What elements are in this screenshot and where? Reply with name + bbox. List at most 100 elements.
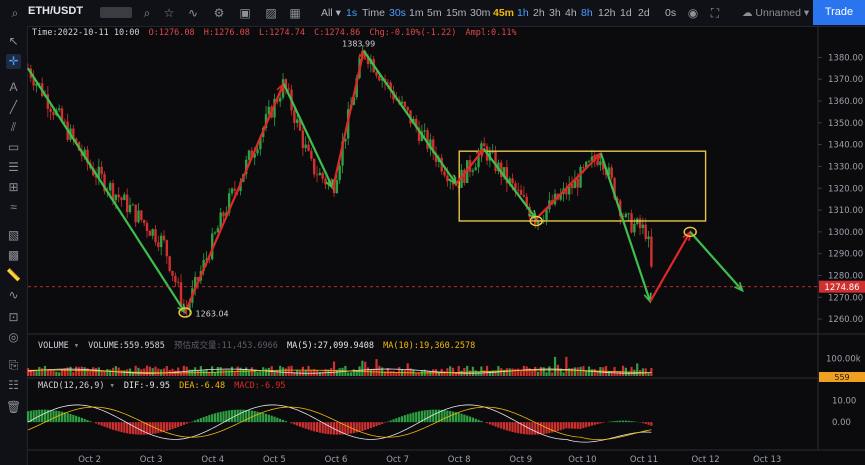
macd-bar xyxy=(426,410,429,423)
cursor-icon[interactable]: ↖ xyxy=(8,34,19,48)
search-icon[interactable]: ⌕ xyxy=(11,6,19,20)
candle xyxy=(267,106,271,115)
interval-45m[interactable]: 45m xyxy=(493,7,515,19)
trash-icon[interactable]: 🗑 xyxy=(6,400,22,414)
interval-1d[interactable]: 1d xyxy=(620,7,632,19)
macd-bar xyxy=(94,422,98,424)
interval-1s[interactable]: 1s xyxy=(346,7,358,19)
info-open: O:1276.08 xyxy=(148,28,195,38)
volume-bar xyxy=(454,372,457,376)
layout-name[interactable]: ☁ Unnamed ▾ xyxy=(742,7,810,19)
star-icon[interactable]: ☆ xyxy=(163,6,175,20)
fib-icon[interactable]: ☰ xyxy=(8,160,19,174)
interval-8h[interactable]: 8h xyxy=(581,7,593,19)
candle xyxy=(423,130,426,132)
interval-30m[interactable]: 30m xyxy=(470,7,491,19)
trade-button[interactable]: Trade xyxy=(813,0,865,25)
volume-bar xyxy=(534,366,537,376)
brush-icon[interactable]: ∿ xyxy=(8,288,19,302)
fullscreen-icon[interactable]: ⛶ xyxy=(710,6,720,20)
macd-bar xyxy=(236,409,239,423)
lock-icon[interactable]: ⊡ xyxy=(8,310,19,324)
volume-bar xyxy=(451,367,455,376)
candle xyxy=(511,178,514,184)
pattern-icon[interactable]: ⊞ xyxy=(8,180,19,194)
volume-bar xyxy=(100,371,103,376)
pattern-brush-icon[interactable]: ▩ xyxy=(7,248,20,262)
macd-bar xyxy=(437,409,440,423)
candle xyxy=(318,172,322,176)
macd-bar xyxy=(400,416,404,423)
layers-icon[interactable]: ☷ xyxy=(8,378,19,392)
search-icon[interactable]: ⌕ xyxy=(143,6,151,20)
macd-bar xyxy=(347,422,350,434)
symbol-label[interactable]: ETH/USDT xyxy=(28,5,83,17)
candle xyxy=(208,258,211,260)
candle xyxy=(256,149,259,154)
copy-icon[interactable]: ⎘ xyxy=(8,358,19,372)
interval-3h[interactable]: 3h xyxy=(549,7,561,19)
interval-12h[interactable]: 12h xyxy=(598,7,616,19)
candle xyxy=(244,159,248,174)
price-tick-label: 1310.00 xyxy=(828,206,863,216)
volume-bar xyxy=(511,368,514,376)
macd-bar xyxy=(100,422,103,426)
macd-bar xyxy=(75,415,78,423)
magnet-icon[interactable]: ▧ xyxy=(7,228,20,242)
interval-2d[interactable]: 2d xyxy=(638,7,650,19)
candle xyxy=(57,108,61,111)
blurred-price xyxy=(100,7,132,18)
eye-icon[interactable]: ◎ xyxy=(8,330,19,344)
interval-1m[interactable]: 1m xyxy=(409,7,424,19)
template-icon[interactable]: ▣ xyxy=(239,6,251,20)
image-icon[interactable]: ▨ xyxy=(265,6,277,20)
macd-bar xyxy=(500,422,503,429)
camera-icon[interactable]: ◉ xyxy=(687,6,699,20)
volume-bar xyxy=(262,367,265,376)
candle xyxy=(647,236,650,240)
macd-bar xyxy=(536,422,540,435)
interval-1h[interactable]: 1h xyxy=(517,7,529,19)
interval-5m[interactable]: 5m xyxy=(427,7,442,19)
volume-bar xyxy=(559,368,562,376)
candle xyxy=(174,275,177,283)
interval-all[interactable]: All ▾ xyxy=(321,7,341,19)
volume-bar xyxy=(383,371,387,376)
macd-bar xyxy=(160,422,163,433)
interval-30s[interactable]: 30s xyxy=(389,7,406,19)
volume-bar xyxy=(398,367,401,376)
candle xyxy=(446,175,449,182)
candle xyxy=(491,151,494,153)
macd-bar xyxy=(355,422,358,433)
text-icon[interactable]: A xyxy=(9,80,18,94)
indicator-icon[interactable]: ∿ xyxy=(187,6,199,20)
volume-bar xyxy=(253,370,256,376)
candle xyxy=(168,256,171,271)
rectangle-icon[interactable]: ▭ xyxy=(7,140,20,154)
macd-bar xyxy=(177,422,180,428)
candle xyxy=(505,167,509,184)
macd-bar xyxy=(270,415,273,423)
grid-icon[interactable]: ▦ xyxy=(289,6,301,20)
price-tick-label: 1330.00 xyxy=(828,162,863,172)
candle xyxy=(295,119,299,124)
interval-15m[interactable]: 15m xyxy=(446,7,467,19)
interval-2h[interactable]: 2h xyxy=(533,7,545,19)
macd-bar xyxy=(451,411,455,423)
wave-icon[interactable]: ≈ xyxy=(10,200,17,214)
settings-icon[interactable]: ⚙ xyxy=(213,6,225,20)
macd-bar xyxy=(267,414,270,423)
macd-bar xyxy=(344,422,347,435)
info-close: C:1274.86 xyxy=(314,28,361,38)
interval-4h[interactable]: 4h xyxy=(565,7,577,19)
channel-icon[interactable]: ⫽ xyxy=(10,120,17,134)
candle xyxy=(536,220,540,225)
line-icon[interactable]: ╱ xyxy=(9,100,18,114)
interval-time[interactable]: Time xyxy=(362,7,385,19)
macd-bar xyxy=(185,422,188,424)
volume-bar xyxy=(429,371,432,376)
crosshair-icon[interactable]: ✛ xyxy=(6,54,21,69)
volume-ma10-line xyxy=(27,369,652,374)
ruler-icon[interactable]: 📏 xyxy=(6,268,21,282)
